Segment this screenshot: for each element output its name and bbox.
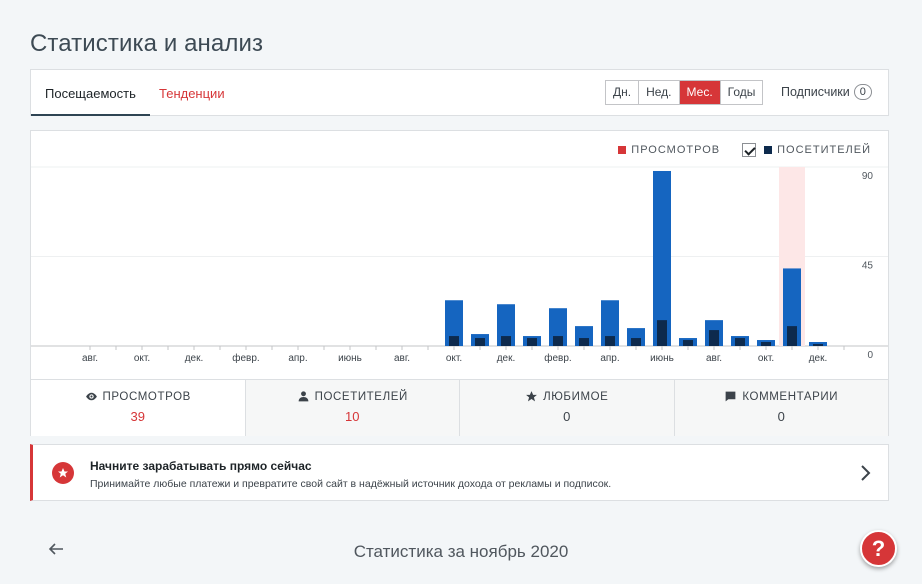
stats-nav: Посещаемость Тенденции Дн. Нед. Мес. Год… [30,69,889,116]
stat-visitors-heading: ПОСЕТИТЕЛЕЙ [246,390,460,403]
views-bar [601,300,619,346]
visitors-bar [553,336,563,346]
stat-likes-heading: ЛЮБИМОЕ [460,390,674,403]
earn-banner[interactable]: Начните зарабатывать прямо сейчас Приним… [30,444,889,501]
views-bar [445,300,463,346]
visitors-bar [449,336,459,346]
stat-tab-visitors[interactable]: ПОСЕТИТЕЛЕЙ 10 [244,380,460,436]
stat-comments-value: 0 [777,409,785,424]
y-tick-label: 90 [862,171,874,182]
person-icon [298,391,308,402]
x-tick-label: апр. [600,353,619,364]
views-bar [653,170,671,346]
stat-tab-likes[interactable]: ЛЮБИМОЕ 0 [459,380,674,436]
chart-card: 0 45 90 авг. окт. дек. февр. апр. июнь авг. окт. де… [30,130,889,436]
legend-visitors-swatch [764,146,773,154]
x-tick-label: авг. [394,353,410,364]
x-tick-label: авг. [706,353,722,364]
tab-traffic[interactable]: Посещаемость [31,70,150,116]
visitors-bar [657,320,667,346]
visitors-bar [709,330,719,346]
period-month-button[interactable]: Мес. [679,81,721,104]
period-title: Статистика за ноябрь 2020 [353,542,569,561]
banner-text: Принимайте любые платежи и превратите св… [90,478,612,490]
eye-icon [85,392,97,401]
x-tick-label: июнь [650,353,674,364]
subscribers-link[interactable]: Подписчики 0 [781,84,872,100]
x-tick-label: февр. [232,352,259,364]
stat-likes-label: ЛЮБИМОЕ [543,390,609,403]
legend-views-swatch [618,146,627,154]
period-day-button[interactable]: Дн. [606,81,640,104]
star-icon [526,391,537,402]
arrow-left-icon[interactable] [48,542,64,556]
visitors-bar [761,342,771,346]
stat-views-label: ПРОСМОТРОВ [102,390,191,403]
x-tick-label: дек. [809,353,828,364]
stat-views-heading: ПРОСМОТРОВ [31,390,245,403]
chart: 0 45 90 авг. окт. дек. февр. апр. июнь авг. окт. де… [31,166,888,364]
x-tick-label: июнь [338,353,362,364]
subscribers-count: 0 [853,84,872,100]
legend-visitors-label: ПОСЕТИТЕЛЕЙ [777,144,871,156]
visitors-bar [683,340,693,346]
chevron-right-icon [861,465,871,481]
chart-legend: ПРОСМОТРОВ ПОСЕТИТЕЛЕЙ [596,143,871,157]
stat-visitors-value: 10 [345,409,360,424]
star-badge-icon [52,462,74,484]
x-tick-label: окт. [134,353,150,364]
stat-tab-views[interactable]: ПРОСМОТРОВ 39 [31,380,245,436]
period-navigation: Статистика за ноябрь 2020 [0,530,922,570]
x-tick-label: окт. [446,353,462,364]
visitors-bar [501,336,511,346]
comment-icon [725,391,736,402]
period-week-button[interactable]: Нед. [639,81,680,104]
views-bar [497,304,515,346]
visitors-bar [605,336,615,346]
stat-tabs: ПРОСМОТРОВ 39 ПОСЕТИТЕЛЕЙ 10 ЛЮБИМОЕ 0 К… [31,379,888,436]
x-tick-label: дек. [497,353,516,364]
y-tick-label: 0 [867,350,873,361]
period-selector: Дн. Нед. Мес. Годы [605,80,764,105]
legend-views: ПРОСМОТРОВ [618,144,720,156]
visitors-bar [631,338,641,346]
tab-insights[interactable]: Тенденции [159,86,225,101]
visitors-bar [813,344,823,346]
stat-comments-heading: КОММЕНТАРИИ [675,390,889,403]
legend-visitors[interactable]: ПОСЕТИТЕЛЕЙ [742,143,871,157]
x-tick-label: февр. [544,352,571,364]
legend-views-label: ПРОСМОТРОВ [631,144,721,156]
x-tick-label: апр. [288,353,307,364]
stat-likes-value: 0 [563,409,571,424]
visitors-bar [527,338,537,346]
stat-views-value: 39 [130,409,145,424]
period-year-button[interactable]: Годы [720,81,763,104]
legend-visitors-checkbox[interactable] [742,143,757,157]
visitors-bar [735,338,745,346]
x-tick-label: окт. [758,353,774,364]
subscribers-label: Подписчики [781,85,850,99]
visitors-bar [475,338,485,346]
banner-title: Начните зарабатывать прямо сейчас [90,459,312,473]
stat-comments-label: КОММЕНТАРИИ [742,390,839,403]
visitors-bar [787,326,797,346]
stat-visitors-label: ПОСЕТИТЕЛЕЙ [314,390,408,403]
page-title: Статистика и анализ [30,30,264,57]
visitors-bar [579,338,589,346]
help-button[interactable]: ? [860,530,897,567]
y-tick-label: 45 [862,261,874,272]
x-tick-label: авг. [82,353,98,364]
x-tick-label: дек. [185,353,204,364]
stat-tab-comments[interactable]: КОММЕНТАРИИ 0 [673,380,889,436]
